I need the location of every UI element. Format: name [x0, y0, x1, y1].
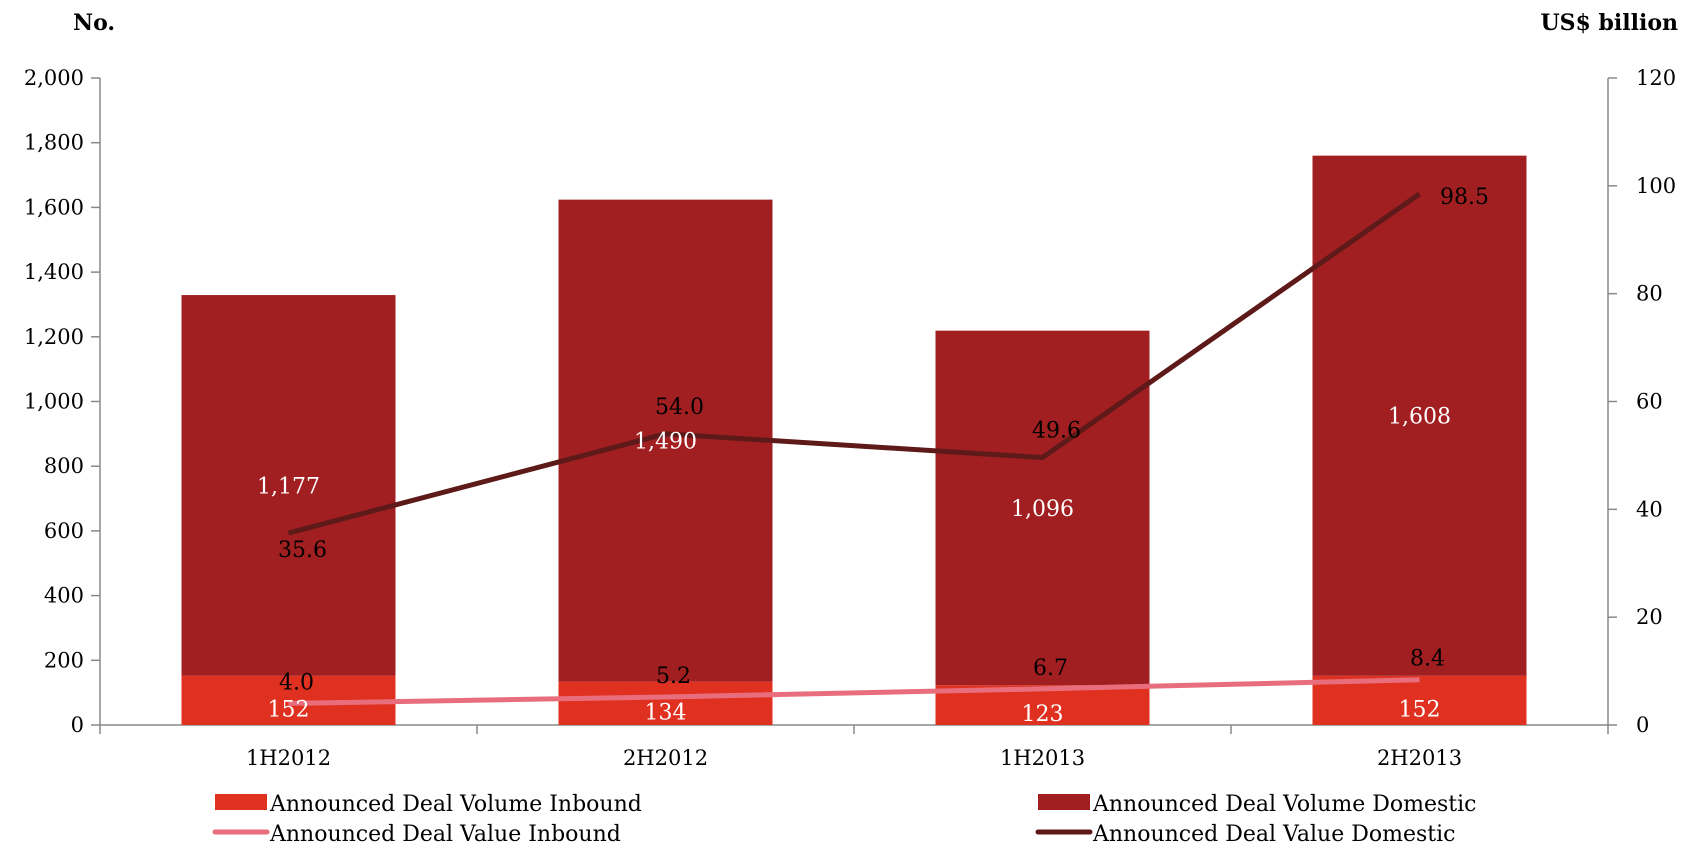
left-tick-label: 200	[44, 648, 84, 672]
left-tick-label: 1,800	[24, 131, 84, 155]
legend-swatch	[215, 794, 267, 810]
left-tick-label: 1,000	[24, 390, 84, 414]
value-inbound-line	[288, 677, 1420, 706]
bar-volume-domestic	[181, 295, 396, 676]
right-axis-title: US$ billion	[1540, 10, 1678, 36]
value-domestic-label: 98.5	[1440, 185, 1489, 210]
left-tick-label: 2,000	[24, 66, 84, 90]
bar-volume-inbound	[1312, 675, 1527, 725]
label-volume-domestic: 1,177	[257, 474, 320, 499]
category-label: 2H2012	[623, 746, 708, 770]
category-label: 2H2013	[1377, 746, 1462, 770]
right-tick-label: 80	[1636, 282, 1663, 306]
legend-label: Announced Deal Value Inbound	[269, 822, 621, 842]
legend-label: Announced Deal Value Domestic	[1092, 822, 1455, 842]
bar-volume-domestic	[935, 330, 1150, 686]
left-tick-label: 800	[44, 454, 84, 478]
left-tick-label: 1,400	[24, 260, 84, 284]
bars-group	[181, 155, 1527, 725]
label-volume-inbound: 134	[645, 700, 687, 725]
data-labels-group: 152 1,177 134 1,490 123 1,096 152 1,608 4.0 5.2 6.…	[257, 185, 1489, 727]
legend-label: Announced Deal Volume Inbound	[269, 792, 642, 817]
right-tick-label: 40	[1636, 497, 1663, 521]
legend: Announced Deal Volume Inbound Announced D…	[212, 792, 1476, 842]
value-inbound-label: 8.4	[1410, 647, 1445, 672]
left-tick-label: 1,600	[24, 195, 84, 219]
bar-volume-inbound	[558, 681, 773, 725]
right-tick-label: 20	[1636, 605, 1663, 629]
axes-group: No. US$ billion02004006008001,0001,2001,4…	[24, 10, 1678, 770]
label-volume-domestic: 1,490	[634, 430, 697, 455]
right-tick-label: 60	[1636, 390, 1663, 414]
lines-group	[287, 191, 1421, 706]
label-volume-inbound: 123	[1022, 702, 1064, 727]
value-inbound-label: 6.7	[1033, 656, 1068, 681]
label-volume-domestic: 1,096	[1011, 497, 1074, 522]
label-volume-inbound: 152	[1399, 697, 1441, 722]
value-domestic-label: 49.6	[1032, 419, 1081, 444]
left-axis-title: No.	[73, 10, 115, 36]
value-domestic-line	[287, 191, 1421, 536]
value-domestic-label: 35.6	[278, 538, 327, 563]
left-tick-label: 1,200	[24, 325, 84, 349]
category-label: 1H2012	[246, 746, 331, 770]
label-volume-domestic: 1,608	[1388, 405, 1451, 430]
legend-swatch	[1038, 794, 1090, 810]
left-tick-label: 400	[44, 584, 84, 608]
right-tick-label: 100	[1636, 174, 1676, 198]
value-inbound-label: 5.2	[656, 664, 691, 689]
left-tick-label: 600	[44, 519, 84, 543]
value-domestic-label: 54.0	[655, 395, 704, 420]
left-tick-label: 0	[71, 713, 84, 737]
category-label: 1H2013	[1000, 746, 1085, 770]
legend-label: Announced Deal Volume Domestic	[1092, 792, 1476, 817]
right-tick-label: 0	[1636, 713, 1649, 737]
right-tick-label: 120	[1636, 66, 1676, 90]
value-inbound-label: 4.0	[279, 670, 314, 695]
label-volume-inbound: 152	[268, 697, 310, 722]
